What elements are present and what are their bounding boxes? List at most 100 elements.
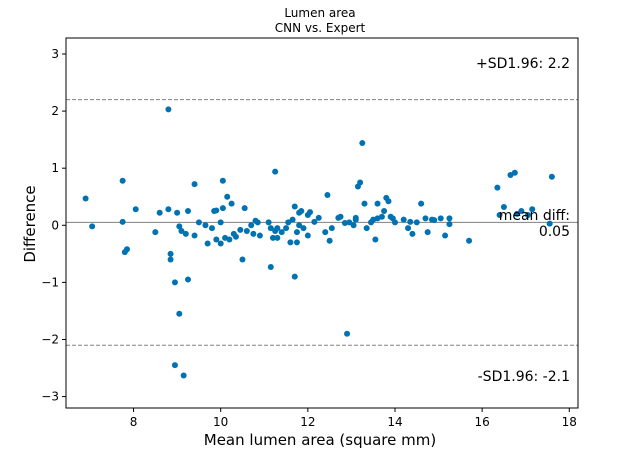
data-point bbox=[405, 225, 412, 232]
data-point bbox=[529, 206, 536, 213]
data-point bbox=[407, 218, 414, 225]
y-tick-label: 2 bbox=[51, 104, 59, 118]
data-point bbox=[274, 234, 281, 241]
data-point bbox=[202, 222, 209, 229]
data-point bbox=[224, 193, 231, 200]
data-point bbox=[272, 168, 279, 175]
data-point bbox=[176, 223, 183, 230]
reference-lines bbox=[66, 99, 578, 346]
data-point bbox=[250, 230, 257, 237]
data-point bbox=[350, 222, 357, 229]
data-point bbox=[391, 219, 398, 226]
data-point bbox=[374, 200, 381, 207]
data-point bbox=[269, 234, 276, 241]
data-point bbox=[511, 169, 518, 176]
data-point bbox=[256, 232, 263, 239]
data-point bbox=[213, 207, 220, 214]
y-tick-label: 1 bbox=[51, 161, 59, 175]
data-point bbox=[191, 181, 198, 188]
data-point bbox=[378, 213, 385, 220]
x-tick-label: 10 bbox=[213, 415, 228, 429]
data-point bbox=[400, 216, 407, 223]
data-point bbox=[208, 225, 215, 232]
y-tick-label: −1 bbox=[41, 275, 59, 289]
data-point bbox=[337, 213, 344, 220]
data-point bbox=[289, 216, 296, 223]
data-point bbox=[204, 240, 211, 247]
data-point bbox=[466, 237, 473, 244]
data-point bbox=[171, 279, 178, 286]
data-point bbox=[82, 195, 89, 202]
data-point bbox=[180, 372, 187, 379]
data-point bbox=[422, 215, 429, 222]
data-point bbox=[446, 215, 453, 222]
data-point bbox=[178, 227, 185, 234]
data-point bbox=[293, 229, 300, 236]
data-point bbox=[500, 204, 507, 211]
x-tick-label: 16 bbox=[474, 415, 489, 429]
data-point bbox=[496, 212, 503, 219]
data-point bbox=[548, 173, 555, 180]
data-point bbox=[265, 219, 272, 226]
data-point bbox=[174, 209, 181, 216]
data-point bbox=[219, 205, 226, 212]
data-point bbox=[119, 218, 126, 225]
data-point bbox=[418, 200, 425, 207]
data-point bbox=[357, 179, 364, 186]
data-point bbox=[167, 250, 174, 257]
data-point bbox=[185, 208, 192, 215]
data-point bbox=[219, 177, 226, 184]
y-tick-label: 3 bbox=[51, 47, 59, 61]
data-point bbox=[494, 184, 501, 191]
chart-subtitle: CNN vs. Expert bbox=[275, 21, 366, 35]
mean-diff-value: 0.05 bbox=[539, 224, 570, 240]
data-point bbox=[546, 220, 553, 227]
data-point bbox=[287, 239, 294, 246]
data-point bbox=[304, 232, 311, 239]
chart-title: Lumen area bbox=[284, 6, 355, 20]
data-point bbox=[352, 216, 359, 223]
data-point bbox=[346, 219, 353, 226]
data-point bbox=[89, 223, 96, 230]
data-point bbox=[298, 208, 305, 215]
x-tick-label: 14 bbox=[387, 415, 402, 429]
x-tick-label: 12 bbox=[300, 415, 315, 429]
data-point bbox=[293, 239, 300, 246]
data-point bbox=[241, 205, 248, 212]
x-tick-label: 18 bbox=[562, 415, 577, 429]
data-point bbox=[442, 232, 449, 239]
data-point bbox=[296, 222, 303, 229]
data-point bbox=[322, 229, 329, 236]
data-point bbox=[300, 225, 307, 232]
data-point bbox=[176, 310, 183, 317]
data-point bbox=[283, 225, 290, 232]
data-point bbox=[513, 210, 520, 217]
data-point bbox=[424, 229, 431, 236]
data-point bbox=[324, 192, 331, 199]
data-point bbox=[124, 246, 131, 253]
y-tick-label: 0 bbox=[51, 218, 59, 232]
data-point bbox=[359, 140, 366, 147]
data-point bbox=[132, 206, 139, 213]
data-point bbox=[152, 229, 159, 236]
data-point bbox=[248, 222, 255, 229]
data-point bbox=[446, 221, 453, 228]
data-point bbox=[315, 214, 322, 221]
data-point bbox=[156, 209, 163, 216]
data-point bbox=[267, 263, 274, 270]
data-point bbox=[431, 217, 438, 224]
data-point bbox=[239, 256, 246, 263]
data-point bbox=[326, 237, 333, 244]
data-point bbox=[217, 219, 224, 226]
data-point bbox=[291, 273, 298, 280]
data-point bbox=[167, 256, 174, 263]
data-point bbox=[191, 232, 198, 239]
data-point bbox=[237, 226, 244, 233]
data-point bbox=[361, 200, 368, 207]
data-point bbox=[232, 233, 239, 240]
data-point bbox=[524, 212, 531, 219]
data-point bbox=[165, 206, 172, 213]
data-point bbox=[267, 225, 274, 232]
